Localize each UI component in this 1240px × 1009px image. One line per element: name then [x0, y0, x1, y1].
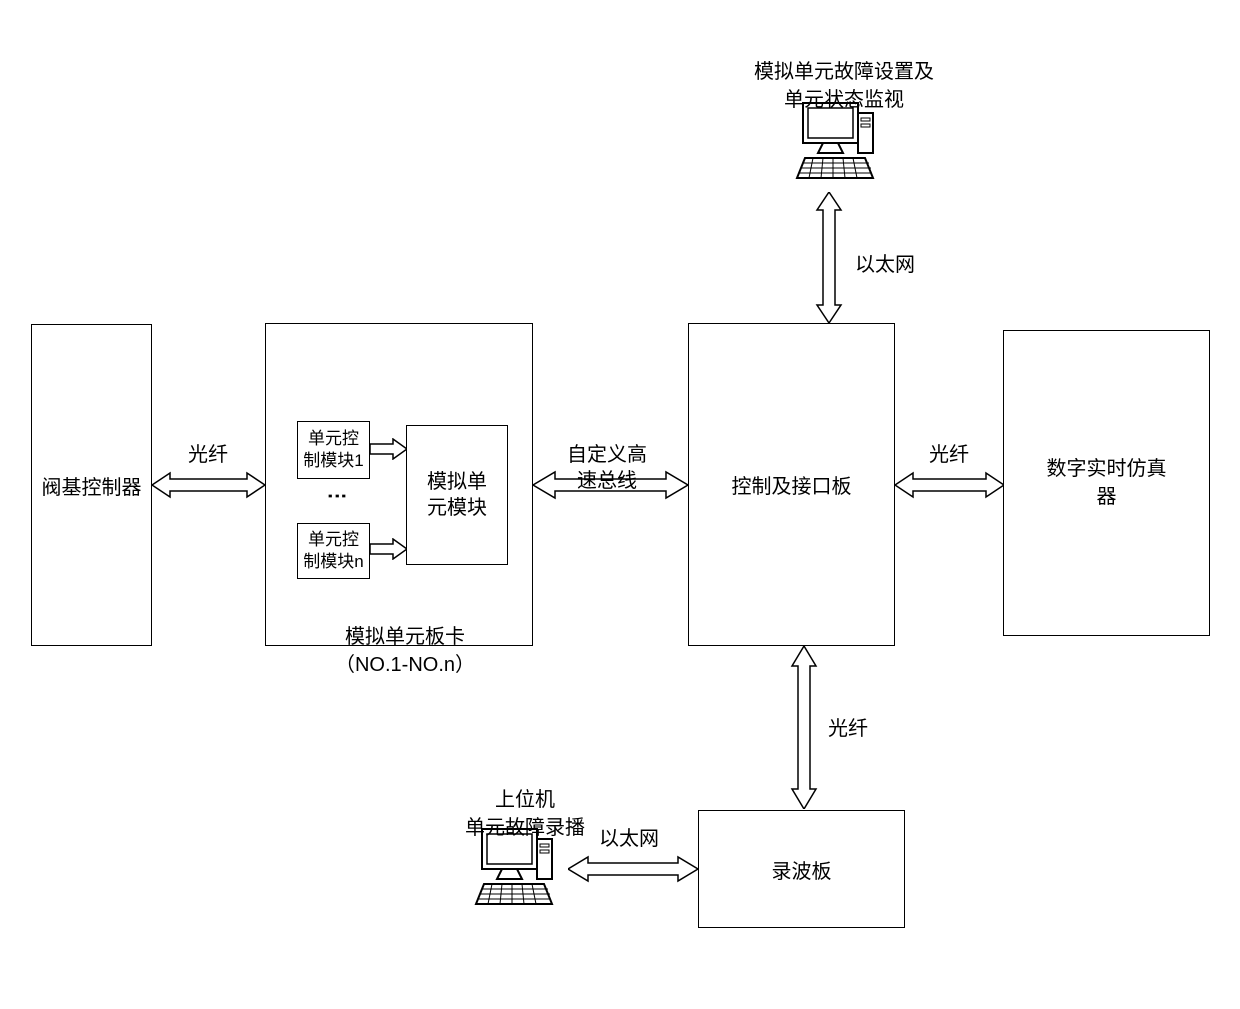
arrow-unit1-sim: [370, 438, 407, 460]
arrow-unitn-sim: [370, 538, 407, 560]
ctrl-interface-box: 控制及接口板: [688, 323, 895, 646]
unit-ctrl-1-box: 单元控 制模块1: [297, 421, 370, 479]
digital-sim-label: 数字实时仿真 器: [1047, 455, 1167, 511]
computer-top-label: 模拟单元故障设置及 单元状态监视: [734, 30, 954, 114]
unit-ctrl-1-label: 单元控 制模块1: [303, 428, 363, 472]
arrow-top-computer-ctrl: [814, 192, 844, 323]
wave-board-box: 录波板: [698, 810, 905, 928]
sim-unit-module-label: 模拟单 元模块: [427, 469, 487, 521]
digital-sim-box: 数字实时仿真 器: [1003, 330, 1210, 636]
fiber-label-2: 光纤: [929, 438, 969, 467]
sim-card-label: 模拟单元板卡 （NO.1-NO.n）: [315, 595, 495, 679]
wave-board-label: 录波板: [772, 855, 832, 884]
arrow-ctrl-digital: [895, 470, 1004, 500]
valve-controller-label: 阀基控制器: [42, 471, 142, 500]
fiber-label-1: 光纤: [188, 438, 228, 467]
ctrl-interface-label: 控制及接口板: [732, 470, 852, 499]
unit-ctrl-n-box: 单元控 制模块n: [297, 523, 370, 579]
unit-ctrl-n-label: 单元控 制模块n: [303, 529, 363, 573]
ellipsis-dots: ⋮: [325, 486, 349, 508]
valve-controller-box: 阀基控制器: [31, 324, 152, 646]
sim-unit-module-box: 模拟单 元模块: [406, 425, 508, 565]
arrow-valve-simcard: [152, 470, 265, 500]
arrow-bottom-computer-wave: [568, 854, 698, 884]
arrow-ctrl-wave: [789, 646, 819, 809]
custom-bus-label: 自定义高 速总线: [567, 416, 647, 494]
ethernet-label-2: 以太网: [599, 822, 659, 851]
ethernet-label-1: 以太网: [855, 248, 915, 277]
fiber-label-3: 光纤: [828, 712, 868, 741]
computer-bottom-label: 上位机 单元故障录播: [450, 758, 600, 842]
